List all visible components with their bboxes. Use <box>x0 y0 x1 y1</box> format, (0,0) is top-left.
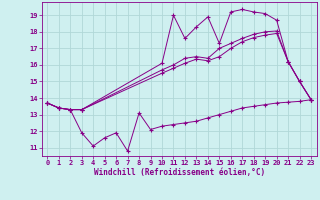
X-axis label: Windchill (Refroidissement éolien,°C): Windchill (Refroidissement éolien,°C) <box>94 168 265 177</box>
